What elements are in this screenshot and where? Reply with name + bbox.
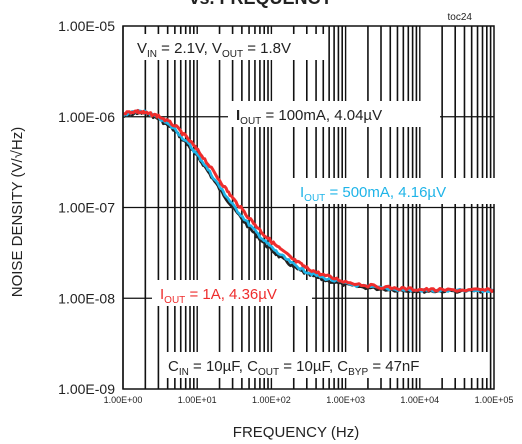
annotation-100ma-bg — [228, 101, 440, 127]
annotation-conditions-top-bg — [128, 34, 328, 60]
chart-id-label: toc24 — [448, 12, 473, 23]
series-line-1a — [122, 109, 495, 293]
y-tick-labels: 1.00E-09 1.00E-08 1.00E-07 1.00E-06 1.00E-05 — [58, 18, 115, 397]
annotation-100ma: IOUT = 100mA, 4.04µV — [236, 107, 382, 127]
x-tick-label: 1.00E+04 — [400, 395, 439, 405]
annotation-conditions-bottom-bg — [160, 352, 488, 378]
y-tick-label: 1.00E-07 — [58, 200, 115, 216]
y-axis-label: NOISE DENSITY (V/√Hz) — [9, 127, 26, 297]
annotation-500ma-bg — [292, 178, 496, 204]
plot-frame — [122, 25, 495, 390]
annotation-conditions-bottom: CIN = 10µF, COUT = 10µF, CBYP = 47nF — [168, 358, 419, 378]
x-tick-label: 1.00E+01 — [178, 395, 217, 405]
annotation-500ma: IOUT = 500mA, 4.16µV — [300, 184, 446, 204]
y-tick-label: 1.00E-09 — [58, 381, 115, 397]
y-tick-label: 1.00E-06 — [58, 109, 115, 125]
x-tick-label: 1.00E+02 — [252, 395, 291, 405]
annotation-1a: IOUT = 1A, 4.36µV — [160, 286, 277, 306]
x-tick-label: 1.00E+03 — [326, 395, 365, 405]
x-tick-labels: 1.00E+00 1.00E+01 1.00E+02 1.00E+03 1.00E+04… — [104, 395, 514, 405]
x-tick-label: 1.00E+05 — [475, 395, 514, 405]
series-lines — [122, 108, 495, 294]
grid — [122, 26, 494, 389]
y-tick-label: 1.00E-08 — [58, 290, 115, 306]
annotations: VIN = 2.1V, VOUT = 1.8V IOUT = 100mA, 4.… — [128, 34, 496, 378]
annotation-1a-bg — [152, 280, 312, 306]
x-axis-label: FREQUENCY (Hz) — [233, 424, 359, 441]
chart-title: vs. FREQUENCY — [0, 0, 522, 9]
annotation-conditions-top: VIN = 2.1V, VOUT = 1.8V — [137, 40, 291, 60]
y-tick-label: 1.00E-05 — [58, 18, 115, 34]
x-tick-label: 1.00E+00 — [104, 395, 143, 405]
